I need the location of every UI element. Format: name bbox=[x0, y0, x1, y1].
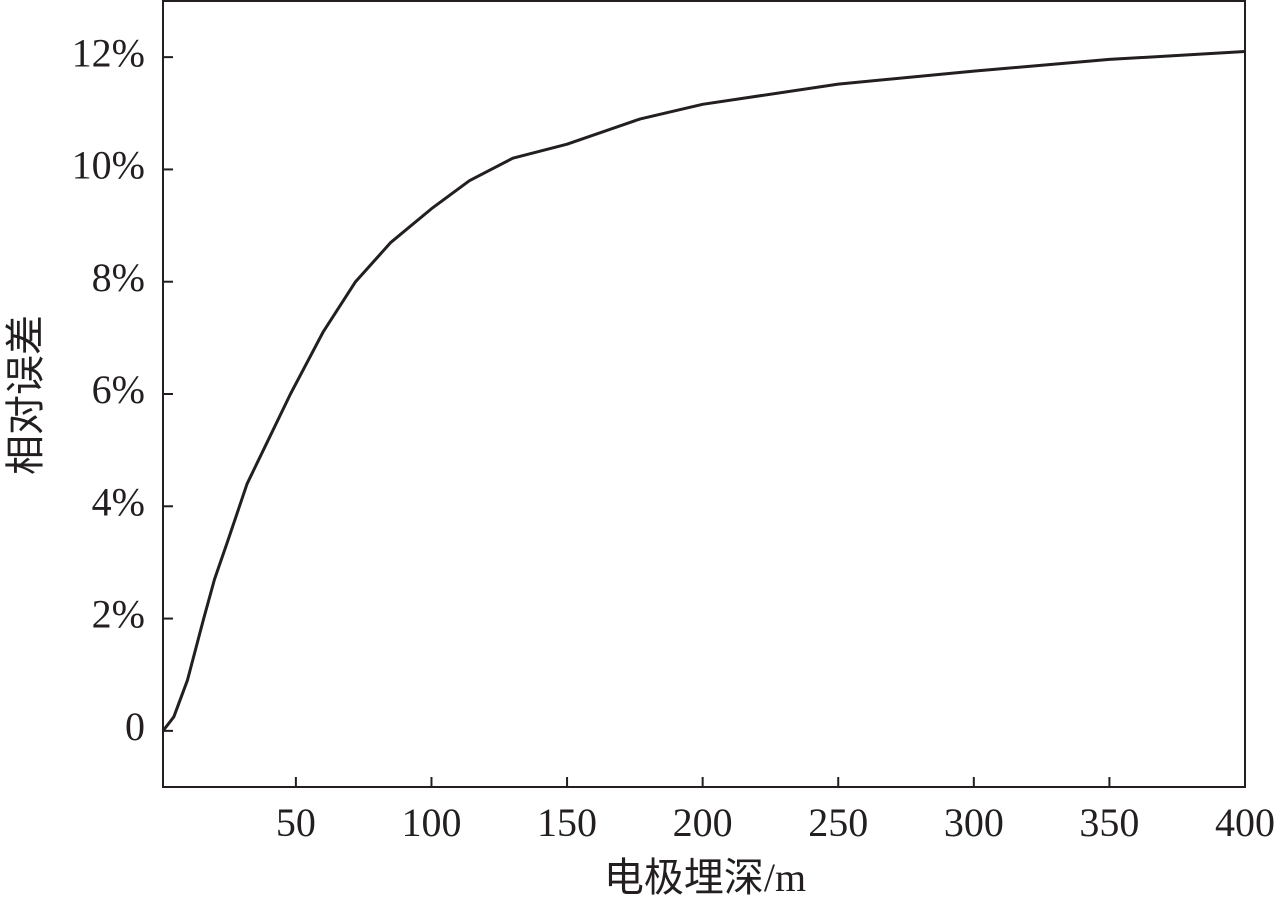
y-tick-label: 12% bbox=[72, 30, 145, 75]
x-tick-label: 200 bbox=[673, 800, 733, 845]
x-tick-label: 150 bbox=[537, 800, 597, 845]
y-axis-label: 相对误差 bbox=[3, 315, 48, 475]
plot-frame bbox=[162, 0, 1246, 788]
x-tick-label: 300 bbox=[944, 800, 1004, 845]
line-series bbox=[161, 50, 1246, 732]
x-tick-label: 100 bbox=[401, 800, 461, 845]
x-tick-label: 350 bbox=[1079, 800, 1139, 845]
y-tick-label: 6% bbox=[92, 367, 145, 412]
y-tick-label: 4% bbox=[92, 479, 145, 524]
x-tick-label: 50 bbox=[276, 800, 316, 845]
x-tick-label: 400 bbox=[1215, 800, 1275, 845]
x-axis-label: 电极埋深/m bbox=[604, 855, 806, 900]
x-tick-label: 250 bbox=[808, 800, 868, 845]
y-tick-label: 2% bbox=[92, 592, 145, 637]
y-tick-label: 0 bbox=[125, 704, 145, 749]
y-tick-label: 10% bbox=[72, 143, 145, 188]
y-tick-label: 8% bbox=[92, 255, 145, 300]
